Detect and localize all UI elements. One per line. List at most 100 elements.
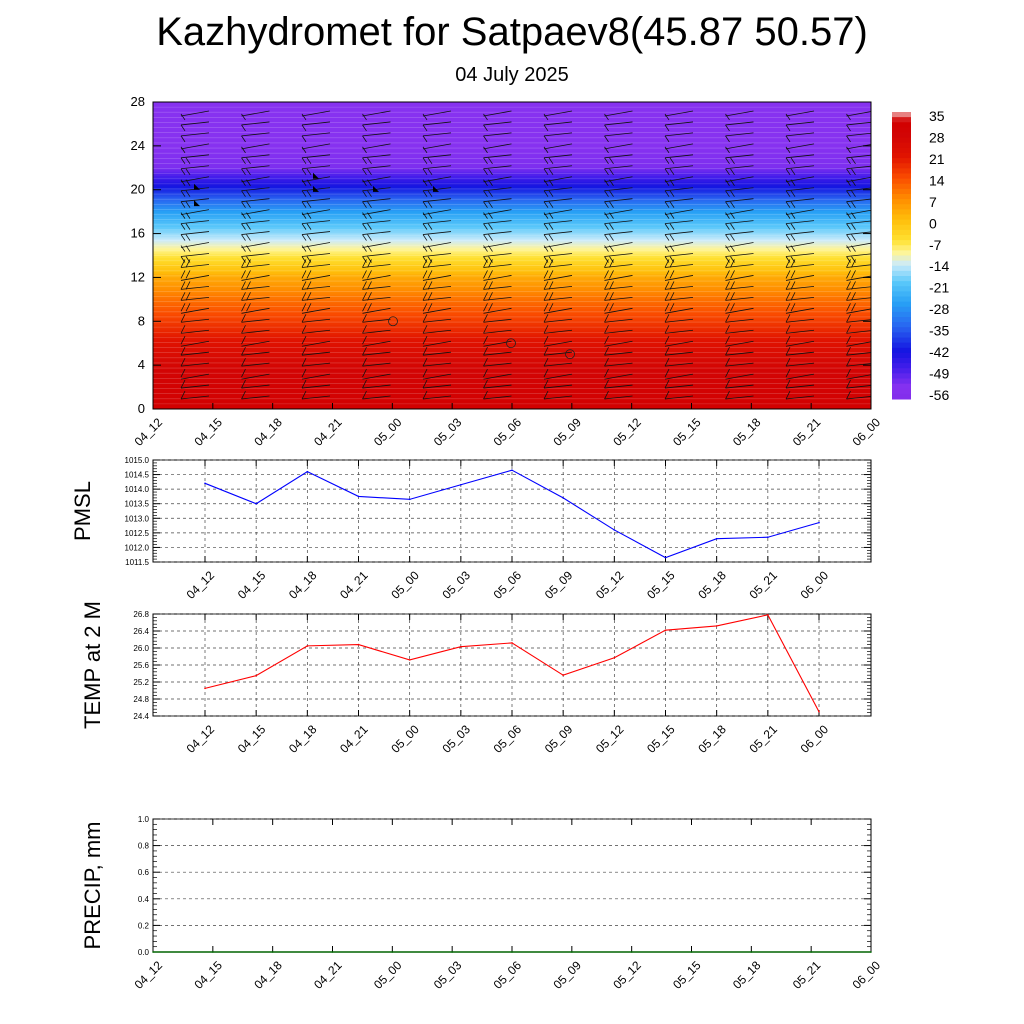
wind-barb <box>422 110 452 117</box>
data-point <box>212 951 214 953</box>
colorbar-swatch <box>892 317 911 323</box>
wind-barb <box>604 201 609 208</box>
wind-barb <box>241 314 246 323</box>
wind-barb <box>785 157 791 165</box>
wind-barb <box>301 146 307 154</box>
wind-barb <box>846 286 871 290</box>
wind-barb <box>483 220 512 225</box>
data-point <box>870 951 872 953</box>
wind-barb <box>725 198 754 203</box>
wind-barb <box>846 319 871 323</box>
wind-barb <box>725 307 754 314</box>
wind-barb <box>301 351 331 356</box>
wind-barb <box>664 303 670 312</box>
heatmap-cell <box>153 251 871 254</box>
data-point <box>460 645 462 648</box>
wind-barb <box>301 209 331 216</box>
heatmap-cell <box>153 169 871 172</box>
wind-barb <box>180 135 186 143</box>
wind-barb <box>422 362 452 367</box>
wind-barb <box>483 113 488 121</box>
wind-barb <box>604 154 633 159</box>
wind-barb <box>246 256 251 263</box>
wind-barb <box>725 314 730 323</box>
wind-barb <box>241 124 246 132</box>
wind-barb <box>785 303 791 312</box>
wind-barb <box>725 124 730 132</box>
wind-barb <box>609 168 614 176</box>
wind-barb <box>301 368 307 378</box>
wind-barb <box>790 179 796 186</box>
heatmap-cell <box>153 306 871 310</box>
wind-barb <box>846 168 851 176</box>
wind-barb <box>604 368 609 378</box>
wind-barb <box>180 346 186 356</box>
wind-barb <box>548 245 554 252</box>
wind-barb <box>725 379 730 389</box>
wind-barb <box>785 379 791 389</box>
wind-barb <box>306 270 312 279</box>
colorbar-swatch <box>892 168 911 174</box>
wind-barb <box>669 212 675 219</box>
wind-barb <box>846 352 871 356</box>
wind-barb <box>785 179 791 186</box>
wind-barb <box>669 303 675 312</box>
wind-barb <box>301 307 331 314</box>
wind-barb <box>422 390 428 400</box>
wind-barb <box>367 212 372 219</box>
wind-barb <box>907 232 935 235</box>
data-point <box>357 495 360 498</box>
wind-barb <box>604 198 633 203</box>
wind-barb <box>180 351 210 356</box>
wind-barb <box>301 318 331 323</box>
wind-barb <box>483 303 488 312</box>
wind-barb <box>664 234 670 241</box>
wind-barb <box>422 351 452 356</box>
wind-barb <box>543 346 549 356</box>
wind-barb <box>422 168 428 176</box>
wind-barb <box>241 303 246 312</box>
wind-barb <box>669 256 675 263</box>
heatmap-cell <box>153 396 871 400</box>
wind-barb <box>664 201 670 208</box>
data-point <box>767 536 769 539</box>
x-tick-label: 06_00 <box>850 415 884 449</box>
x-tick-label: 05_21 <box>790 958 824 992</box>
wind-barb <box>664 357 670 367</box>
wind-barb <box>362 110 391 117</box>
wind-barb <box>488 292 493 301</box>
wind-barb <box>306 179 312 186</box>
y-tick-label: 8 <box>138 313 145 328</box>
wind-barb <box>785 209 815 216</box>
wind-barb <box>427 281 433 290</box>
wind-barb <box>846 212 851 219</box>
wind-barb <box>785 390 791 400</box>
wind-barb <box>669 157 675 165</box>
wind-barb <box>785 190 791 197</box>
heatmap-cell <box>153 144 871 148</box>
y-tick-label: 0.8 <box>138 842 150 851</box>
wind-barb <box>725 318 754 323</box>
wind-barb <box>180 325 186 334</box>
y-tick-label: 24 <box>131 138 145 153</box>
wind-barb <box>306 201 312 208</box>
heatmap-cell <box>153 247 871 250</box>
wind-barb <box>483 346 488 356</box>
heatmap-cell <box>153 183 871 187</box>
wind-barb <box>483 245 488 252</box>
wind-barb <box>362 165 391 170</box>
x-tick-label: 04_18 <box>251 958 285 992</box>
wind-barb <box>185 223 191 230</box>
heatmap-cell <box>153 234 871 238</box>
wind-barb <box>543 190 549 197</box>
wind-barb <box>241 113 246 121</box>
x-tick-label: 05_18 <box>730 415 764 449</box>
wind-barb <box>301 113 307 121</box>
y-tick-label: 1015.0 <box>125 456 150 465</box>
wind-barb <box>725 121 754 126</box>
wind-barb <box>180 223 186 230</box>
wind-barb <box>604 256 609 263</box>
wind-barb <box>427 190 433 197</box>
wind-barb <box>543 135 549 143</box>
wind-barb <box>725 242 754 248</box>
